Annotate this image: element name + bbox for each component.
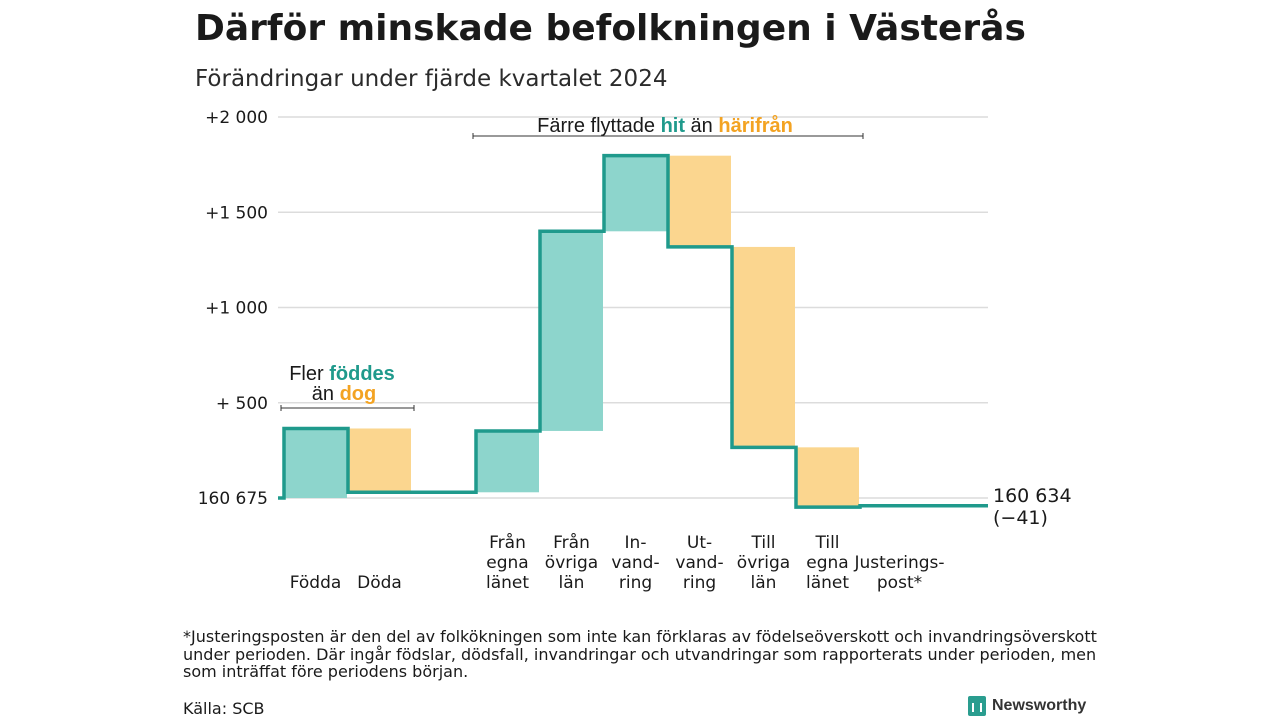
annotation-span: dog — [340, 383, 377, 405]
category-label: Födda — [290, 573, 342, 593]
category-label: Från — [553, 532, 590, 553]
annotation-bracket — [472, 133, 864, 139]
category-label: Döda — [357, 573, 402, 593]
category-label: Till — [750, 533, 775, 553]
category-label: övriga — [737, 553, 790, 573]
annotation-span: än — [312, 383, 340, 405]
bar-in — [284, 428, 347, 498]
bar-in — [476, 430, 539, 493]
category-label: egna — [486, 553, 528, 573]
category-label: län — [559, 573, 585, 593]
category-label: vand- — [611, 553, 659, 573]
category-label: Ut- — [687, 533, 712, 553]
brand-logo: Newsworthy — [968, 696, 1086, 716]
y-tick-label: +1 500 — [205, 203, 268, 223]
category-label: län — [751, 573, 777, 593]
bar-in — [604, 155, 667, 232]
annotation-migration: Färre flyttade hit än härifrån — [537, 114, 793, 137]
end-value-label: (−41) — [993, 507, 1048, 529]
bar-out — [348, 428, 411, 493]
bar-out — [796, 447, 859, 508]
y-tick-label: +1 000 — [205, 299, 268, 319]
chart-title: Därför minskade befolkningen i Västerås — [195, 8, 1026, 49]
chart-subtitle: Förändringar under fjärde kvartalet 2024 — [195, 66, 668, 92]
bar-out — [732, 246, 795, 448]
category-label: övriga — [545, 553, 598, 573]
bar-out — [668, 155, 731, 247]
category-label: Justerings- — [853, 553, 944, 573]
category-label: In- — [625, 533, 647, 553]
bar-in — [540, 231, 603, 431]
category-label: post* — [877, 573, 922, 593]
category-label: Till — [814, 533, 839, 553]
category-label: ring — [683, 573, 716, 593]
category-label: Från — [489, 532, 526, 553]
annotation-births: Fler föddes — [289, 363, 395, 385]
annotation-span: föddes — [329, 363, 395, 385]
category-label: länet — [806, 573, 849, 593]
annotation-span: hit — [661, 115, 686, 137]
category-label: länet — [486, 573, 529, 593]
annotation-bracket — [280, 405, 415, 411]
footnote: *Justeringsposten är den del av folkökni… — [183, 627, 1097, 681]
end-value-label: 160 634 — [993, 485, 1072, 507]
category-label: vand- — [675, 553, 723, 573]
annotation-deaths: än dog — [312, 383, 376, 405]
source-label: Källa: SCB — [183, 699, 265, 718]
annotation-span: härifrån — [718, 114, 792, 137]
annotation-span: än — [685, 115, 718, 137]
y-tick-label: 160 675 — [198, 489, 268, 509]
annotation-span: Fler — [289, 363, 329, 385]
y-tick-label: +2 000 — [205, 108, 268, 128]
category-label: ring — [619, 573, 652, 593]
waterfall-step-line — [278, 153, 988, 509]
annotation-span: Färre flyttade — [537, 115, 660, 137]
bar-chart-icon — [968, 696, 986, 716]
brand-name: Newsworthy — [992, 697, 1087, 714]
waterfall-chart: 160 675 + 500 +1 000 +1 500 +2 000 Födda Döda F… — [198, 108, 1072, 593]
category-label: egna — [806, 553, 848, 573]
y-tick-label: + 500 — [216, 394, 268, 414]
